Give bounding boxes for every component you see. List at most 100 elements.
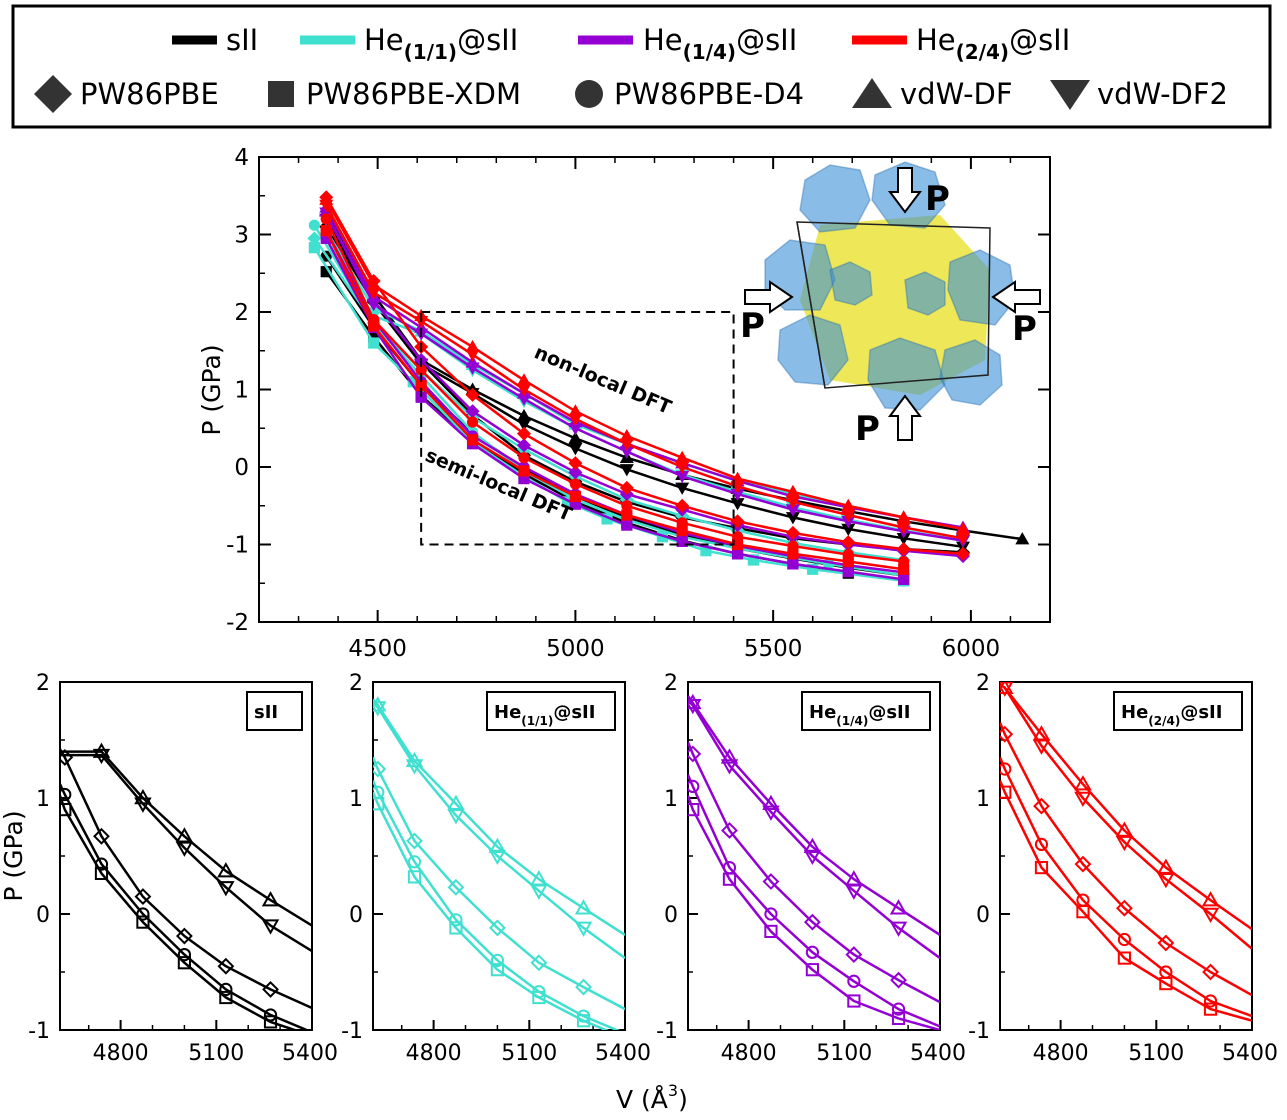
main-ytick-label: 1 (234, 378, 249, 404)
panel-ytick-label: 2 (976, 671, 990, 696)
panel-data-point (175, 927, 193, 945)
panel-label-base: He (494, 702, 521, 723)
main-data-point (731, 538, 744, 551)
panel-data-point (762, 794, 780, 811)
panel-curves (1000, 682, 1252, 1022)
panel-data-point (1032, 725, 1051, 741)
panel-data-point (447, 794, 465, 811)
arrow-right (991, 280, 1041, 314)
main-series-line (325, 230, 904, 571)
panel-data-point (407, 855, 422, 869)
panel-curves (688, 693, 940, 1030)
main-series (320, 225, 910, 575)
arrow-top (888, 167, 922, 214)
panel-series-line (688, 774, 940, 1028)
panel-label-base: He (1121, 702, 1148, 723)
panel-data-point (1074, 791, 1092, 808)
panel-ytick-label: 1 (664, 787, 678, 812)
main-data-point (308, 219, 320, 231)
main-data-point (414, 316, 429, 329)
panel-series-line (60, 783, 310, 1030)
panel-data-point (1117, 932, 1132, 947)
panel-data-point (1157, 934, 1175, 952)
panel-data-point (136, 907, 150, 921)
bottom-ylabel: P (GPa) (0, 810, 28, 901)
legend-label-he14-base: He (643, 23, 683, 57)
main-data-point (676, 517, 688, 529)
cage-mid-right (947, 249, 1016, 326)
main-data-point (561, 496, 574, 508)
legend-label-he14-sub: (1/4) (683, 40, 736, 64)
panel-data-point (530, 954, 548, 972)
panel-xtick-label: 5400 (282, 1041, 338, 1066)
panel-curves (60, 742, 312, 1030)
panel-series-line (60, 753, 312, 953)
panel-series-line (1000, 780, 1252, 1022)
panel-data-point (92, 748, 111, 765)
main-data-point (896, 510, 911, 523)
panel-data-point (762, 873, 780, 890)
legend-label-he14: He(1/4)@sII (643, 23, 797, 64)
main-data-point (619, 429, 634, 442)
legend-label-he11: He(1/1)@sII (364, 23, 518, 64)
panel-series-line (1000, 722, 1252, 997)
main-xtick-label: 5000 (546, 636, 605, 662)
main-data-point (368, 337, 380, 349)
legend-marker-label-vdwdf: vdW-DF (900, 77, 1013, 111)
panel-data-point (1203, 994, 1218, 1008)
panel-data-point (845, 870, 863, 886)
panel-data-point (217, 957, 235, 975)
main-data-point (731, 531, 744, 543)
shared-xlabel-sup: 3 (668, 1081, 678, 1100)
panel-data-point (530, 884, 548, 900)
main-data-point (320, 266, 332, 278)
shared-xlabel-close: ) (678, 1085, 688, 1114)
main-data-point (319, 199, 334, 213)
panel-series-line (60, 795, 299, 1030)
main-data-point (731, 548, 744, 560)
panel-data-point (688, 745, 702, 763)
clathrate-cage-structure-icon: P P P P (740, 161, 1041, 449)
panel-data-point (175, 841, 194, 857)
main-data-point (842, 555, 854, 568)
main-data-point (787, 558, 799, 570)
square-marker-icon (268, 81, 294, 107)
panel-data-point (447, 878, 465, 896)
panel-data-point (532, 985, 546, 999)
main-data-point (898, 555, 910, 568)
legend-marker-pw86pbe: PW86PBE (34, 75, 219, 113)
panel-label-base: sII (254, 702, 278, 723)
legend-label-he11-sub: (1/1) (404, 40, 457, 64)
main-data-point (896, 533, 911, 546)
main-data-point (955, 546, 970, 561)
panel-ytick-label: 0 (976, 903, 990, 928)
main-data-point (621, 509, 633, 521)
main-series-line (325, 237, 904, 581)
legend-frame (11, 4, 1272, 129)
panel-data-point (1201, 907, 1220, 924)
panel-data-point (134, 797, 152, 813)
panel-data-point (1034, 837, 1049, 852)
panel-data-point (1000, 682, 1014, 697)
clathrate-core (800, 215, 990, 395)
panel-xtick-label: 4800 (93, 1041, 149, 1066)
panel-data-point (847, 994, 861, 1008)
panel-label-suffix: @sII (868, 702, 910, 723)
panel-data-point (262, 980, 279, 998)
main-data-point (619, 480, 634, 495)
panel-data-point (175, 827, 194, 843)
main-data-point (785, 496, 800, 509)
main-data-point (569, 490, 581, 503)
legend-label-he24-suffix: @sII (1009, 23, 1070, 57)
panel-xtick-label: 5400 (595, 1041, 651, 1066)
main-data-point (516, 426, 531, 441)
panel-data-point (1117, 951, 1132, 965)
panel-data-point (488, 919, 506, 937)
panel-data-point (1202, 963, 1219, 981)
main-data-point (466, 434, 479, 446)
legend-marker-label-d4: PW86PBE-D4 (614, 77, 804, 111)
main-data-point (785, 512, 800, 525)
panel-label-box (1113, 691, 1243, 731)
